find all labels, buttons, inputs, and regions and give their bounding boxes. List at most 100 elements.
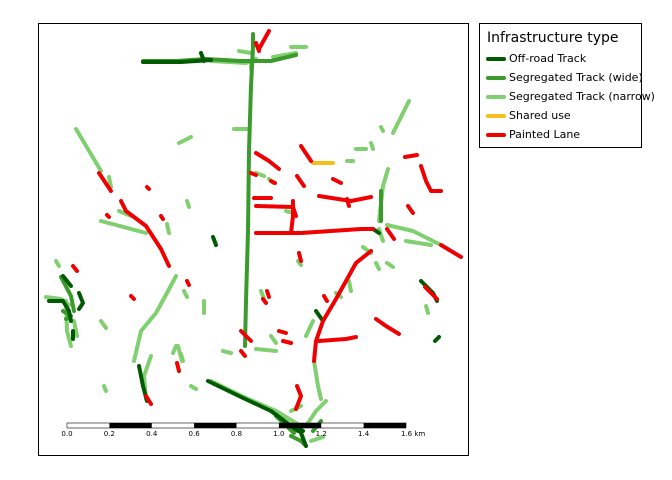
route-segment (369, 141, 375, 151)
legend-item-segregated-track-wide: Segregated Track (wide) (486, 70, 643, 86)
route-segment (294, 384, 303, 411)
map-canvas[interactable]: 0.0 0.2 0.4 0.6 0.8 1.0 1.2 1.4 1.6 km (39, 24, 470, 457)
route-segment (423, 285, 439, 301)
route-segment (391, 99, 411, 135)
map-legend: Infrastructure type Off-road Track Segre… (479, 23, 655, 148)
route-segment (385, 223, 443, 247)
route-segment (254, 171, 266, 178)
route-segment (72, 319, 79, 338)
route-segment (159, 214, 165, 221)
legend-item-off-road-track: Off-road Track (486, 51, 642, 67)
route-segment (77, 291, 85, 311)
route-segment (404, 239, 433, 247)
route-segment (322, 294, 329, 303)
legend-title: Infrastructure type (487, 30, 619, 46)
route-segment (254, 151, 281, 171)
scale-bar-tick-label: 0.6 (189, 430, 201, 438)
route-segment (182, 289, 189, 299)
scale-bar-segment (278, 423, 322, 428)
route-segment (269, 179, 277, 185)
route-segment (433, 335, 441, 343)
route-segment (379, 125, 385, 133)
legend-swatch (486, 95, 506, 99)
legend-item-segregated-track-narrow: Segregated Track (narrow) (486, 89, 655, 105)
legend-label: Painted Lane (509, 128, 581, 141)
route-segment (261, 297, 268, 305)
route-segment (99, 219, 148, 235)
route-segment (265, 289, 271, 299)
legend-label: Shared use (509, 109, 571, 122)
route-segment (374, 261, 381, 271)
route-segment (171, 344, 178, 355)
legend-swatch (486, 114, 506, 118)
route-segment (281, 339, 293, 345)
route-segment (175, 361, 181, 373)
route-segment (74, 127, 103, 173)
scale-bar-tick-label: 0.4 (146, 430, 158, 438)
route-segment (424, 304, 430, 315)
route-segment (297, 251, 303, 263)
route-segment (377, 227, 385, 243)
route-segment (102, 384, 108, 393)
route-segment (317, 194, 373, 203)
route-segment (269, 334, 278, 345)
route-segment (299, 144, 313, 163)
legend-label: Segregated Track (narrow) (509, 90, 655, 103)
route-segment (296, 259, 303, 267)
route-segment (299, 431, 308, 448)
route-segment (243, 32, 255, 348)
legend-swatch (486, 57, 506, 61)
route-segment (439, 243, 463, 259)
route-segment (239, 329, 253, 343)
route-segment (129, 294, 136, 301)
route-segment (295, 174, 306, 188)
route-segment (254, 204, 298, 218)
map-panel[interactable]: 0.0 0.2 0.4 0.6 0.8 1.0 1.2 1.4 1.6 km (38, 23, 469, 456)
route-segment (271, 51, 298, 59)
route-segment (406, 204, 415, 215)
legend-label: Segregated Track (wide) (509, 71, 643, 84)
scale-bar: 0.0 0.2 0.4 0.6 0.8 1.0 1.2 1.4 1.6 km (61, 422, 425, 438)
scale-bar-tick-label: 1.4 (358, 430, 370, 438)
scale-bar-tick-label: 0.2 (104, 430, 115, 438)
route-segment (71, 264, 79, 273)
route-segment (385, 227, 396, 241)
route-segment (199, 51, 206, 63)
route-segment (105, 213, 111, 219)
route-segment (249, 171, 258, 177)
route-segment (254, 347, 278, 353)
route-segment (221, 349, 233, 355)
route-segment (54, 259, 61, 268)
route-segment (254, 227, 375, 235)
legend-item-shared-use: Shared use (486, 108, 642, 124)
route-segment (141, 58, 213, 64)
route-segment (419, 164, 443, 193)
legend-swatch (486, 76, 506, 80)
route-segment (211, 235, 218, 247)
route-segment (179, 352, 185, 363)
route-segment (239, 349, 247, 358)
legend-swatch (486, 133, 506, 137)
scale-bar-tick-label: 1.2 (316, 430, 327, 438)
route-segment (331, 177, 343, 185)
route-segment (312, 359, 323, 401)
scale-bar-segment (109, 423, 152, 428)
route-segment (119, 199, 171, 268)
route-segment (304, 399, 328, 428)
route-segment (189, 384, 198, 391)
legend-item-painted-lane: Painted Lane (486, 127, 642, 143)
cycle-network (44, 29, 463, 448)
route-segment (107, 175, 113, 189)
route-segment (257, 29, 271, 51)
route-segment (347, 279, 353, 293)
route-segment (59, 275, 76, 313)
route-segment (237, 49, 253, 55)
route-segment (277, 329, 288, 335)
scale-bar-tick-label: 1.6 km (401, 430, 425, 438)
route-segment (177, 135, 193, 145)
scale-bar-tick-label: 1.0 (273, 430, 284, 438)
route-segment (206, 379, 300, 433)
route-segment (403, 153, 419, 159)
scale-bar-tick-label: 0.8 (231, 430, 242, 438)
route-segment (145, 185, 151, 191)
